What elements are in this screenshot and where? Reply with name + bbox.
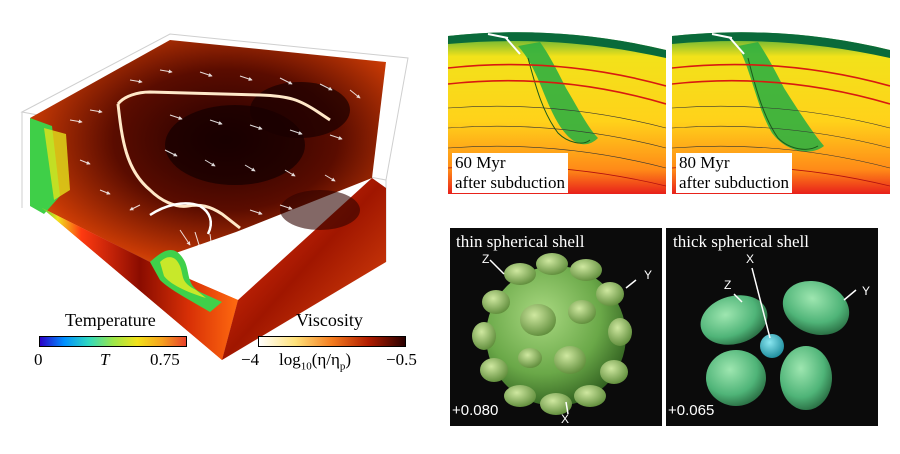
viscosity-expression: log10(η/ηp): [279, 350, 352, 373]
thin-shell-render: [472, 253, 637, 415]
temperature-variable: T: [100, 350, 110, 369]
thick-shell-render: [700, 267, 857, 410]
viscosity-min: −4: [241, 350, 260, 369]
temperature-colorbar: [39, 336, 187, 347]
convection-box-render: [20, 33, 409, 360]
thin-shell-axis-z: Z: [482, 252, 490, 266]
subduction-caption-80: 80 Myr after subduction: [676, 153, 792, 193]
thick-shell-panel: [666, 228, 878, 426]
thick-shell-title: thick spherical shell: [673, 232, 809, 251]
temperature-min: 0: [34, 350, 43, 369]
temperature-max: 0.75: [150, 350, 180, 369]
viscosity-colorbar: [258, 336, 406, 347]
thin-shell-panel: [450, 228, 662, 426]
subduction-caption-60: 60 Myr after subduction: [452, 153, 568, 193]
convection-box-figure: [0, 0, 430, 400]
thick-shell-isovalue: +0.065: [668, 402, 715, 419]
thick-shell-axis-x: X: [746, 252, 755, 266]
velocity-arrows: [69, 69, 361, 251]
viscosity-max: −0.5: [386, 350, 417, 369]
thick-shell-axis-z: Z: [724, 278, 732, 292]
temperature-colorbar-title: Temperature: [65, 310, 156, 330]
thin-shell-axis-y: Y: [644, 268, 653, 282]
thin-shell-title: thin spherical shell: [456, 232, 585, 251]
thin-shell-isovalue: +0.080: [452, 402, 499, 419]
viscosity-colorbar-title: Viscosity: [296, 310, 363, 330]
thin-shell-axis-x: X: [561, 412, 570, 426]
thick-shell-axis-y: Y: [862, 284, 871, 298]
